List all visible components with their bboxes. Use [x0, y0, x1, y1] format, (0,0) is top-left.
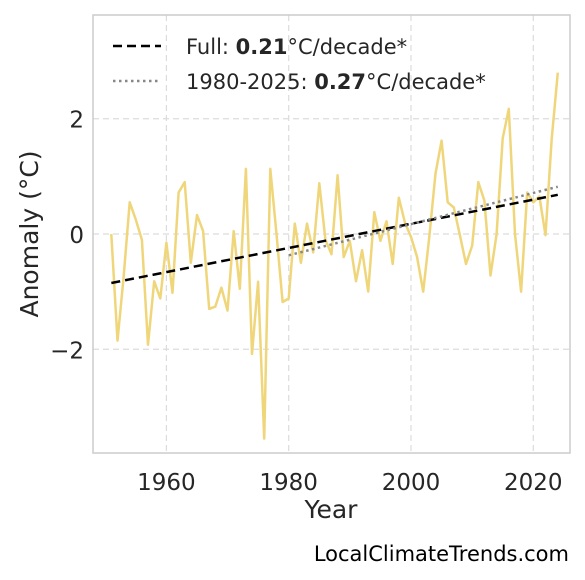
- x-tick-labels: 1960 1980 2000 2020: [137, 470, 562, 496]
- y-axis-label: Anomaly (°C): [15, 150, 44, 317]
- legend-recent-prefix: 1980-2025:: [186, 70, 314, 94]
- y-tick-label: 0: [69, 223, 84, 249]
- plot-frame: [92, 14, 571, 454]
- legend-recent-suffix: °C/decade*: [366, 70, 486, 94]
- credit-text: LocalClimateTrends.com: [314, 542, 569, 566]
- x-tick-label: 2020: [504, 470, 563, 496]
- data-series: [110, 72, 560, 440]
- trend-line: [111, 193, 559, 285]
- y-tick-labels: −2 0 2: [50, 108, 84, 365]
- gridlines: [93, 15, 570, 453]
- trend-lines: [111, 185, 559, 285]
- x-axis-label: Year: [304, 495, 359, 524]
- y-tick-label: 2: [69, 108, 84, 134]
- legend-entry-full: Full: 0.21°C/decade*: [186, 35, 407, 59]
- series-line: [110, 72, 560, 440]
- legend-recent-value: 0.27: [314, 70, 366, 94]
- trend-line: [288, 185, 559, 257]
- legend-full-value: 0.21: [236, 35, 288, 59]
- legend-full-suffix: °C/decade*: [288, 35, 408, 59]
- x-tick-label: 1980: [259, 470, 318, 496]
- x-tick-label: 2000: [382, 470, 441, 496]
- legend-entry-recent: 1980-2025: 0.27°C/decade*: [186, 70, 486, 94]
- legend: Full: 0.21°C/decade* 1980-2025: 0.27°C/d…: [113, 35, 486, 94]
- y-tick-label: −2: [50, 338, 84, 364]
- x-tick-label: 1960: [137, 470, 196, 496]
- legend-full-prefix: Full:: [186, 35, 236, 59]
